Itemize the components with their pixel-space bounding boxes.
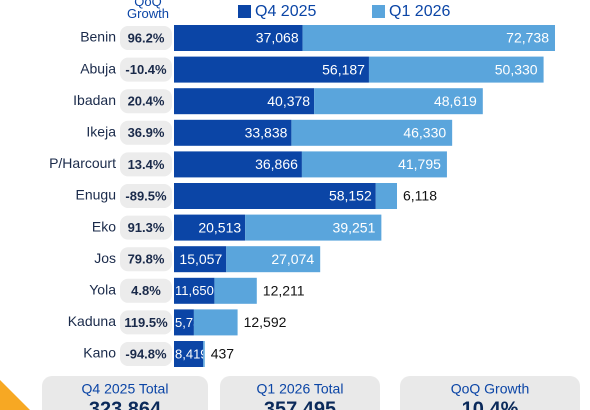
legend-label: Q1 2026 <box>389 3 450 20</box>
category-label: Benin <box>80 29 116 45</box>
bar-segment <box>174 151 302 178</box>
summary-label: QoQ Growth <box>451 381 530 397</box>
growth-header: QoQ Growth <box>127 0 169 21</box>
growth-pill <box>120 278 172 303</box>
bar-segment <box>314 88 483 115</box>
summary-card <box>42 376 208 410</box>
growth-label: 96.2% <box>128 30 165 45</box>
summary-label: Q4 2025 Total <box>82 381 169 397</box>
category-label: Abuja <box>80 60 116 76</box>
growth-pill <box>120 247 172 272</box>
growth-label: -94.8% <box>125 346 167 361</box>
value-label: 27,074 <box>271 251 314 267</box>
growth-pill <box>120 310 172 335</box>
summary-value: 10.4% <box>462 398 519 410</box>
growth-pill <box>120 26 172 50</box>
bar-segment <box>226 246 321 273</box>
value-label: 6,118 <box>403 188 437 204</box>
growth-pill <box>120 152 172 177</box>
value-label: 72,738 <box>506 30 549 46</box>
category-label: Yola <box>89 282 116 298</box>
bar-segment <box>174 56 369 83</box>
bar-segment <box>174 341 204 367</box>
bar-segment <box>174 246 227 273</box>
bar-segment <box>302 25 555 51</box>
category-label: Kaduna <box>68 313 116 329</box>
value-label: 36,866 <box>255 156 298 172</box>
category-label: P/Harcourt <box>49 155 116 171</box>
summary-card <box>400 376 580 410</box>
category-label: Jos <box>94 250 116 266</box>
category-label: Eko <box>92 218 116 234</box>
value-label: 437 <box>211 346 235 362</box>
value-label: 41,795 <box>398 156 441 172</box>
bar-segment <box>301 151 447 178</box>
growth-label: 4.8% <box>131 283 161 298</box>
value-label: 50,330 <box>495 61 538 77</box>
value-label: 12,592 <box>244 314 287 330</box>
growth-pill <box>120 215 172 240</box>
growth-label: 91.3% <box>128 220 165 235</box>
bar-segment <box>193 309 238 336</box>
value-label: 12,211 <box>263 283 305 299</box>
growth-pill <box>120 120 172 145</box>
bar-segment <box>174 119 292 146</box>
bar-segment <box>375 183 398 209</box>
summary-value: 323,864 <box>89 398 162 410</box>
growth-label: 20.4% <box>128 94 165 109</box>
legend-swatch <box>372 5 385 18</box>
value-label: 20,513 <box>198 219 241 235</box>
bar-segment <box>174 25 303 51</box>
summary-value: 357,495 <box>264 398 336 410</box>
category-label: Enugu <box>76 187 116 203</box>
bar-segment <box>174 277 215 304</box>
value-label: 33,838 <box>245 125 288 141</box>
growth-label: 36.9% <box>128 125 165 140</box>
growth-label: -10.4% <box>125 62 167 77</box>
legend-label: Q4 2025 <box>255 3 316 20</box>
category-label: Ibadan <box>73 92 116 108</box>
value-label: 39,251 <box>333 219 376 235</box>
decoration <box>0 380 30 410</box>
growth-pill <box>120 89 172 114</box>
value-label: 37,068 <box>256 30 299 46</box>
category-label: Kano <box>83 345 116 361</box>
bar-segment <box>368 56 544 83</box>
value-label: 48,619 <box>434 93 477 109</box>
legend-swatch <box>238 5 251 18</box>
value-label: 46,330 <box>403 125 446 141</box>
value-label: 56,187 <box>322 61 365 77</box>
growth-pill <box>120 342 172 366</box>
bar-segment <box>174 88 315 115</box>
growth-label: 79.8% <box>128 252 165 267</box>
bar-segment <box>291 119 453 146</box>
growth-pill <box>120 57 172 82</box>
summary-label: Q1 2026 Total <box>257 381 344 397</box>
value-label: 15,057 <box>179 251 222 267</box>
value-label: 40,378 <box>267 93 310 109</box>
bar-segment <box>174 214 246 241</box>
value-label: 8,419 <box>175 346 208 361</box>
category-label: Ikeja <box>86 124 116 140</box>
bar-segment <box>203 341 205 367</box>
bar-segment <box>174 309 194 336</box>
summary-card <box>220 376 380 410</box>
value-label: 58,152 <box>329 188 372 204</box>
value-label: 11,650 <box>175 283 214 298</box>
growth-label: 13.4% <box>128 157 165 172</box>
growth-label: 119.5% <box>124 315 168 330</box>
growth-pill <box>120 184 172 208</box>
bar-segment <box>245 214 382 241</box>
bar-segment <box>174 183 376 209</box>
bar-segment <box>214 277 257 304</box>
growth-label: -89.5% <box>125 188 167 203</box>
